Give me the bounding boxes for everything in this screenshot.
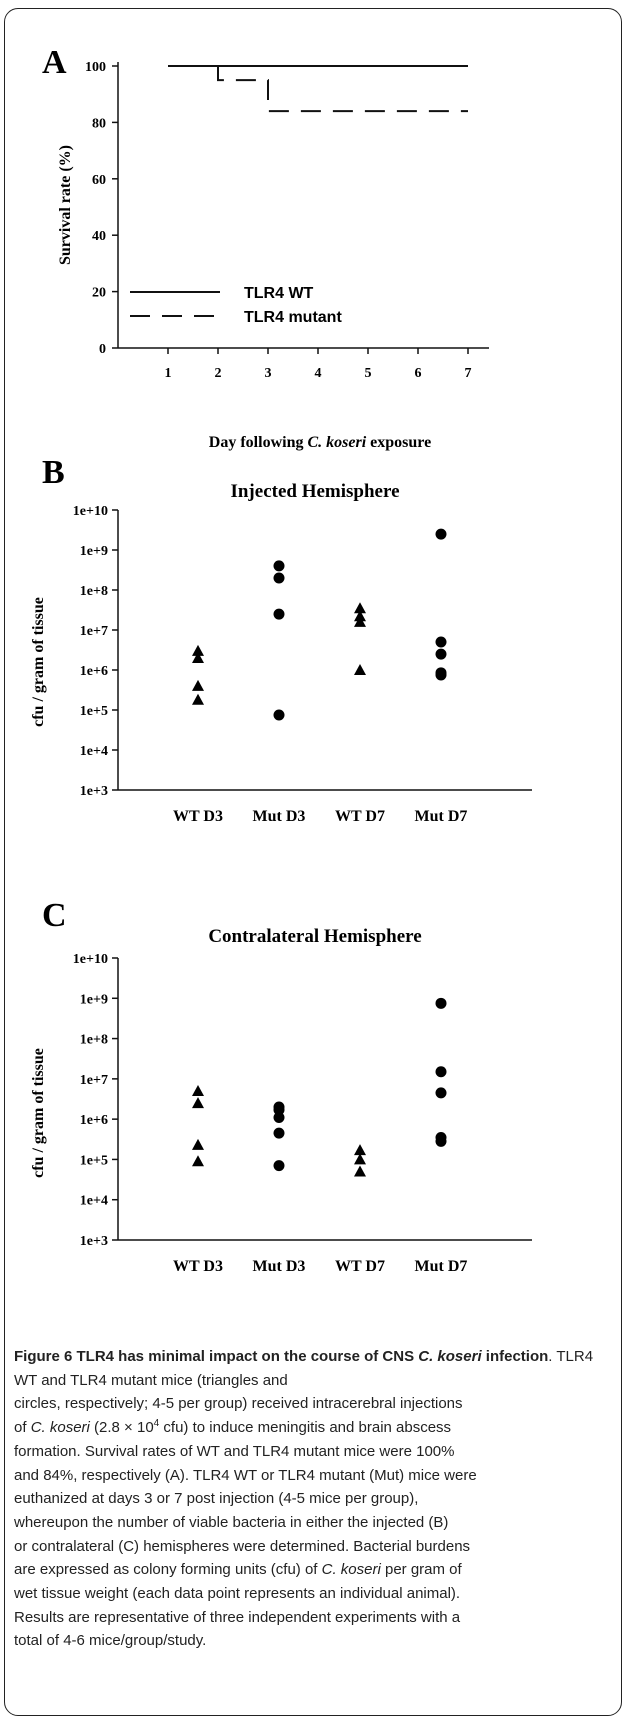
y-tick-label: 60 <box>92 173 106 188</box>
circle-point-mut-d3 <box>273 709 285 721</box>
y-tick-label: 1e+7 <box>80 1073 108 1088</box>
triangle-point-wt-d3 <box>192 644 204 656</box>
survival-lines <box>168 65 468 113</box>
triangle-point-wt-d3 <box>192 679 204 691</box>
x-tick-label: Mut D7 <box>415 1258 468 1275</box>
y-tick-label: 100 <box>85 60 106 75</box>
y-tick-label: 20 <box>92 286 106 301</box>
y-tick-label: 1e+4 <box>80 1194 108 1209</box>
legend-label-wt: TLR4 WT <box>244 285 314 302</box>
x-tick-label: 4 <box>315 366 322 381</box>
y-tick-labels: 1e+3 1e+4 1e+5 1e+6 1e+7 1e+8 1e+9 1e+10 <box>73 952 108 1249</box>
x-tick-label: WT D7 <box>335 1258 385 1275</box>
y-tick-label: 1e+6 <box>80 1113 108 1128</box>
y-axis-label: cfu / gram of tissue <box>30 597 47 727</box>
circle-point-mut-d3 <box>273 1104 285 1116</box>
y-tick-label: 1e+9 <box>80 544 108 559</box>
x-tick-label: 7 <box>465 366 472 381</box>
circle-point-mut-d3 <box>273 608 285 620</box>
triangle-point-wt-d3 <box>192 693 204 705</box>
circle-point-mut-d7 <box>435 1135 447 1147</box>
triangle-point-wt-d3 <box>192 1097 204 1109</box>
x-tick-labels: WT D3 Mut D3 WT D7 Mut D7 <box>173 1258 467 1275</box>
circle-point-mut-d7 <box>435 648 447 660</box>
circle-point-mut-d7 <box>435 669 447 681</box>
circle-point-mut-d3 <box>273 1111 285 1123</box>
axes <box>112 62 489 354</box>
y-axis-label: cfu / gram of tissue <box>30 1048 47 1178</box>
circle-point-mut-d7 <box>435 1066 447 1078</box>
data-points <box>192 997 447 1177</box>
x-tick-labels: WT D3 Mut D3 WT D7 Mut D7 <box>173 808 467 825</box>
circle-point-mut-d7 <box>435 997 447 1009</box>
triangle-point-wt-d7 <box>354 610 366 622</box>
y-tick-label: 1e+3 <box>80 1234 108 1249</box>
y-axis-label: Survival rate (%) <box>57 145 74 265</box>
x-tick-labels: 1 2 3 4 5 6 7 <box>165 366 472 381</box>
y-tick-label: 0 <box>99 342 106 357</box>
triangle-point-wt-d3 <box>192 1138 204 1150</box>
chart-title: Injected Hemisphere <box>230 481 399 502</box>
panel-label: B <box>42 454 65 491</box>
triangle-point-wt-d7 <box>354 602 366 614</box>
x-tick-label: 5 <box>365 366 372 381</box>
triangle-point-wt-d7 <box>354 1144 366 1156</box>
x-tick-label: Mut D3 <box>253 1258 306 1275</box>
y-tick-label: 1e+8 <box>80 1033 108 1048</box>
y-tick-label: 1e+3 <box>80 784 108 799</box>
y-tick-label: 1e+4 <box>80 744 108 759</box>
y-tick-label: 1e+7 <box>80 624 108 639</box>
axes <box>112 957 532 1241</box>
circle-point-mut-d3 <box>273 1160 285 1172</box>
panel-a-survival-chart: A Survival rate (%) Day following C. kos… <box>42 44 489 451</box>
x-axis-label: Day following C. koseri exposure <box>209 434 431 451</box>
x-tick-label: 1 <box>165 366 172 381</box>
data-points <box>192 528 447 721</box>
x-tick-label: WT D3 <box>173 808 223 825</box>
x-tick-label: Mut D7 <box>415 808 468 825</box>
y-tick-label: 1e+10 <box>73 504 108 519</box>
triangle-point-wt-d3 <box>192 1084 204 1096</box>
y-tick-label: 1e+10 <box>73 952 108 967</box>
x-tick-label: 6 <box>415 366 422 381</box>
y-tick-labels: 0 20 40 60 80 100 <box>85 60 106 357</box>
y-tick-label: 1e+8 <box>80 584 108 599</box>
tlr4-mutant-line <box>217 66 468 113</box>
x-tick-label: WT D3 <box>173 1258 223 1275</box>
y-tick-label: 80 <box>92 116 106 131</box>
y-tick-label: 40 <box>92 229 106 244</box>
circle-point-mut-d7 <box>435 636 447 648</box>
legend: TLR4 WT TLR4 mutant <box>130 285 342 326</box>
legend-label-mutant: TLR4 mutant <box>244 309 342 326</box>
triangle-point-wt-d7 <box>354 1153 366 1165</box>
circle-point-mut-d3 <box>273 572 285 584</box>
y-tick-label: 1e+9 <box>80 992 108 1007</box>
circle-point-mut-d7 <box>435 528 447 540</box>
x-tick-label: WT D7 <box>335 808 385 825</box>
figure-caption: Figure 6 TLR4 has minimal impact on the … <box>14 1348 594 1650</box>
panel-c-contralateral-chart: C Contralateral Hemisphere cfu / gram of… <box>30 897 532 1275</box>
panel-label: C <box>42 897 67 934</box>
x-tick-label: 2 <box>215 366 222 381</box>
triangle-point-wt-d7 <box>354 615 366 627</box>
circle-point-mut-d3 <box>273 1127 285 1139</box>
triangle-point-wt-d3 <box>192 1155 204 1167</box>
circle-point-mut-d3 <box>273 560 285 572</box>
figure-frame <box>4 8 622 1716</box>
y-tick-label: 1e+5 <box>80 704 108 719</box>
x-tick-label: Mut D3 <box>253 808 306 825</box>
y-tick-label: 1e+6 <box>80 664 108 679</box>
panel-label: A <box>42 44 67 81</box>
panel-b-injected-chart: B Injected Hemisphere cfu / gram of tiss… <box>30 454 532 825</box>
triangle-point-wt-d7 <box>354 1165 366 1177</box>
y-tick-labels: 1e+3 1e+4 1e+5 1e+6 1e+7 1e+8 1e+9 1e+10 <box>73 504 108 799</box>
x-tick-label: 3 <box>265 366 272 381</box>
triangle-point-wt-d7 <box>354 664 366 675</box>
triangle-point-wt-d3 <box>192 651 204 663</box>
chart-title: Contralateral Hemisphere <box>208 926 421 947</box>
y-tick-label: 1e+5 <box>80 1153 108 1168</box>
axes <box>112 509 532 791</box>
circle-point-mut-d7 <box>435 1087 447 1099</box>
caption-title: Figure 6 TLR4 has minimal impact on the … <box>14 1348 549 1365</box>
